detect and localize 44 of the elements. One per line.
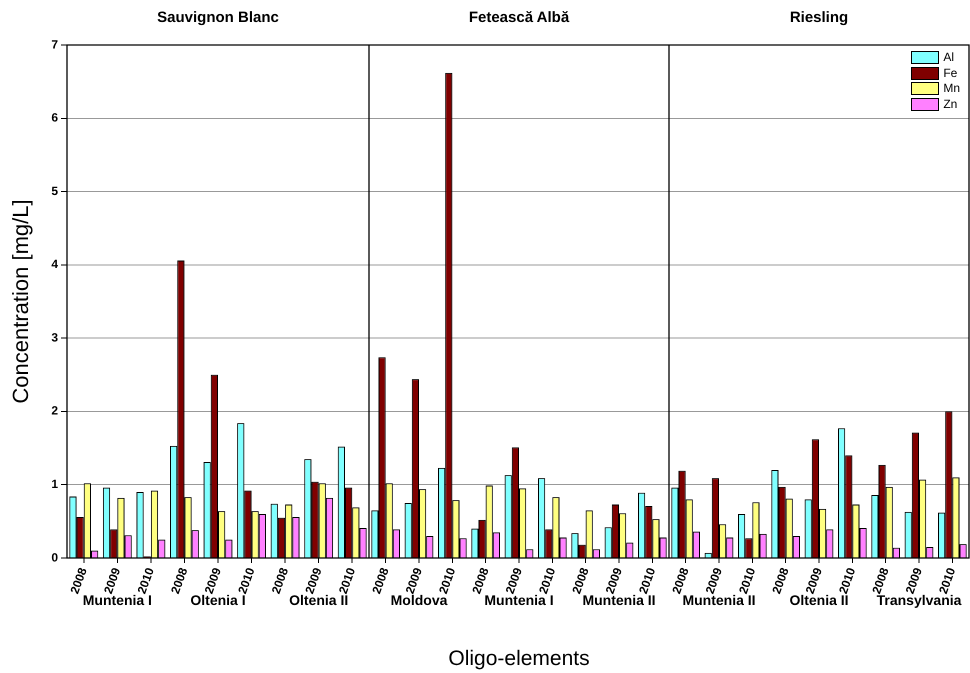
legend-label: Mn (943, 81, 960, 96)
y-tick-label: 2 (51, 404, 58, 418)
x-tick-label: 2009 (302, 566, 325, 596)
y-tick-label: 6 (51, 110, 58, 125)
x-tick-label: 2008 (369, 566, 392, 596)
x-tick-label: 2010 (336, 566, 358, 596)
x-tick-label: 2010 (134, 566, 157, 596)
y-tick-label: 5 (51, 184, 58, 198)
x-tick-label: 2008 (669, 566, 692, 596)
x-tick-label: 2009 (602, 566, 626, 596)
x-tick-label: 2010 (636, 566, 658, 596)
x-tick-label: 2009 (902, 566, 926, 596)
y-axis-title: Concentration [mg/L] (8, 199, 34, 404)
x-tick-label: 2008 (168, 566, 190, 596)
x-tick-label: 2008 (569, 566, 592, 596)
x-tick-label: 2009 (502, 566, 526, 596)
y-tick-label: 7 (51, 37, 58, 52)
x-tick-label: 2008 (268, 566, 292, 596)
y-tick-label: 1 (51, 477, 58, 492)
legend-label: Al (943, 50, 954, 66)
x-tick-label: 2010 (736, 566, 758, 596)
x-tick-label: 2008 (869, 566, 892, 596)
x-tick-label: 2010 (936, 566, 958, 596)
x-tick-label: 2009 (202, 566, 224, 596)
x-tick-label: 2010 (235, 566, 258, 596)
x-tick-label: 2008 (67, 566, 90, 596)
x-tick-label: 2009 (402, 566, 426, 596)
x-tick-label: 2008 (769, 566, 792, 596)
legend-label: Zn (943, 96, 958, 112)
y-tick-label: 3 (51, 330, 58, 344)
x-tick-label: 2010 (536, 566, 558, 596)
x-tick-label: 2008 (469, 566, 492, 596)
x-tick-label: 2010 (436, 566, 458, 596)
chart-title: Sauvignon Blanc (157, 9, 279, 26)
x-tick-label: 2009 (100, 566, 124, 596)
x-axis-title: Oligo-elements (448, 646, 590, 670)
chart-title: Riesling (790, 9, 848, 26)
legend-label: Fe (943, 66, 958, 81)
y-tick-label: 0 (51, 550, 58, 564)
y-tick-label: 4 (51, 257, 58, 272)
x-tick-label: 2010 (836, 566, 858, 596)
x-tick-label: 2009 (702, 566, 726, 596)
x-tick-label: 2009 (802, 566, 826, 596)
chart-title: Fetească Albă (468, 9, 570, 26)
